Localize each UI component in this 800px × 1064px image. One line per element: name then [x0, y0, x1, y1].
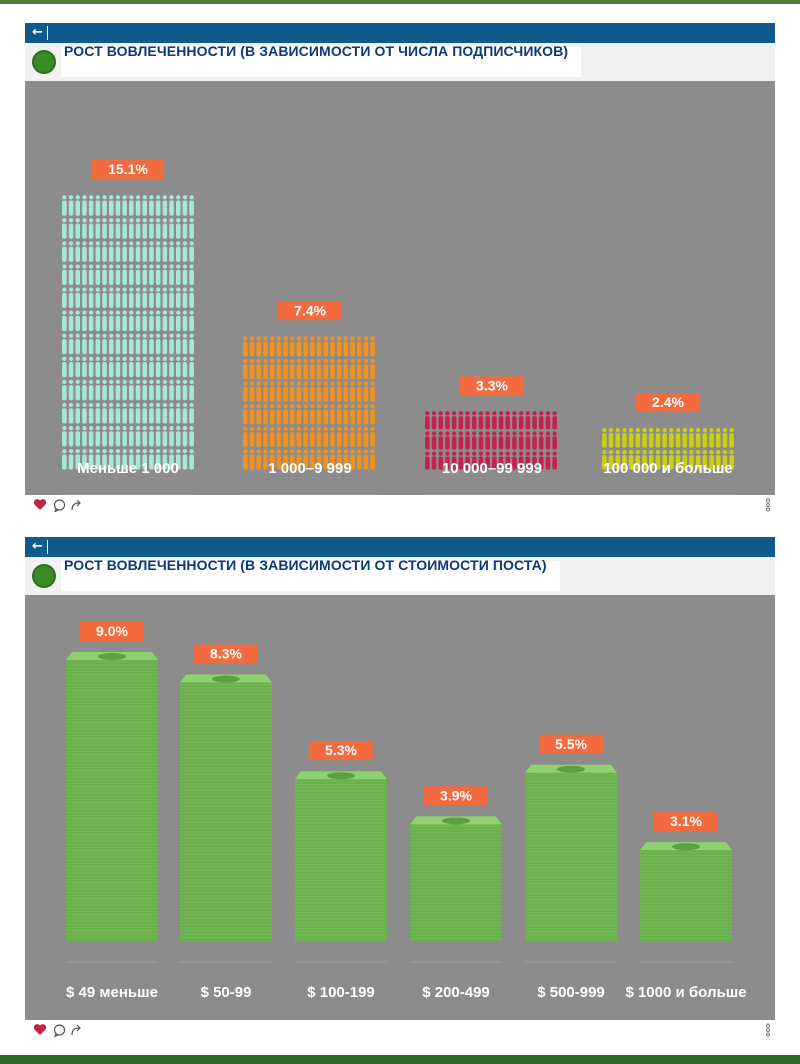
chart-area: 15.1% Меньше 1 000 7.4% 1 000–9 999 3.3% 10 0…	[25, 81, 775, 496]
value-label: 15.1%	[92, 160, 164, 179]
post-footer	[25, 1020, 775, 1040]
value-label: 3.3%	[460, 376, 524, 396]
title-band	[61, 561, 560, 591]
heart-icon[interactable]	[33, 1023, 47, 1036]
value-label-text: 2.4%	[652, 394, 684, 410]
value-label-text: 9.0%	[96, 623, 128, 639]
value-label-text: 3.3%	[476, 377, 508, 393]
category-label: $ 1000 и больше	[625, 984, 746, 1001]
chart-title: РОСТ ВОВЛЕЧЕННОСТИ (В ЗАВИСИМОСТИ ОТ ЧИС…	[64, 43, 569, 59]
topbar-divider	[47, 540, 48, 554]
post-topbar: ←	[25, 23, 775, 43]
post-topbar: ←	[25, 537, 775, 557]
value-label: 8.3%	[194, 644, 258, 664]
bar	[243, 336, 375, 470]
value-label-text: 8.3%	[210, 646, 242, 662]
bar	[525, 764, 617, 942]
category-label: $ 50-99	[201, 984, 252, 1001]
value-label-text: 3.1%	[670, 813, 702, 829]
arrow-left-icon[interactable]: ←	[32, 539, 43, 554]
avatar[interactable]	[32, 50, 56, 74]
people-bar-chart: 15.1% Меньше 1 000 7.4% 1 000–9 999 3.3% 10 0…	[61, 160, 735, 496]
avatar[interactable]	[32, 564, 56, 588]
value-label: 2.4%	[636, 392, 700, 412]
post-footer	[25, 495, 775, 515]
more-icon[interactable]	[765, 498, 771, 512]
share-icon[interactable]	[70, 498, 83, 511]
value-label: 5.5%	[539, 734, 603, 754]
title-band	[61, 47, 581, 77]
chart-title: РОСТ ВОВЛЕЧЕННОСТИ (В ЗАВИСИМОСТИ ОТ СТО…	[64, 557, 547, 573]
category-label: Меньше 1 000	[77, 460, 179, 477]
money-bar-chart: 9.0% $ 49 меньше 8.3% $ 50-99 5.3% $ 100-199 3…	[66, 622, 747, 1001]
bar	[62, 195, 194, 470]
value-label-text: 7.4%	[294, 302, 326, 318]
value-label: 3.9%	[424, 786, 488, 806]
bar	[410, 816, 502, 942]
category-label: $ 200-499	[422, 984, 490, 1001]
value-label: 7.4%	[278, 301, 342, 321]
value-label: 9.0%	[80, 622, 144, 641]
heart-icon[interactable]	[33, 498, 47, 511]
category-label: $ 100-199	[307, 984, 375, 1001]
bar	[180, 674, 272, 942]
value-label-text: 15.1%	[108, 161, 148, 177]
category-label: $ 500-999	[537, 984, 605, 1001]
more-icon[interactable]	[765, 1023, 771, 1037]
bar	[66, 652, 158, 942]
post-card-subscribers: ← РОСТ ВОВЛЕЧЕННОСТИ (В ЗАВИСИМОСТИ ОТ Ч…	[25, 23, 775, 515]
bar	[425, 411, 557, 470]
category-label: 10 000–99 999	[442, 460, 542, 477]
category-label: 100 000 и больше	[603, 460, 732, 477]
share-icon[interactable]	[70, 1023, 83, 1036]
arrow-left-icon[interactable]: ←	[32, 25, 43, 40]
category-label: $ 49 меньше	[66, 984, 158, 1001]
bar	[640, 842, 732, 942]
bottom-stripe	[0, 1055, 800, 1064]
top-stripe	[0, 0, 800, 4]
bar	[602, 427, 734, 470]
value-label: 3.1%	[654, 812, 718, 832]
value-label-text: 5.5%	[555, 736, 587, 752]
post-header: РОСТ ВОВЛЕЧЕННОСТИ (В ЗАВИСИМОСТИ ОТ ЧИС…	[25, 43, 775, 81]
post-card-price: ← РОСТ ВОВЛЕЧЕННОСТИ (В ЗАВИСИМОСТИ ОТ С…	[25, 537, 775, 1040]
value-label: 5.3%	[309, 741, 373, 761]
chart-area: 9.0% $ 49 меньше 8.3% $ 50-99 5.3% $ 100-199 3…	[25, 595, 775, 1020]
comment-icon[interactable]	[53, 499, 66, 512]
value-label-text: 5.3%	[325, 742, 357, 758]
post-header: РОСТ ВОВЛЕЧЕННОСТИ (В ЗАВИСИМОСТИ ОТ СТО…	[25, 557, 775, 595]
category-label: 1 000–9 999	[268, 460, 351, 477]
bar	[295, 771, 387, 942]
value-label-text: 3.9%	[440, 787, 472, 803]
comment-icon[interactable]	[53, 1024, 66, 1037]
topbar-divider	[47, 26, 48, 40]
